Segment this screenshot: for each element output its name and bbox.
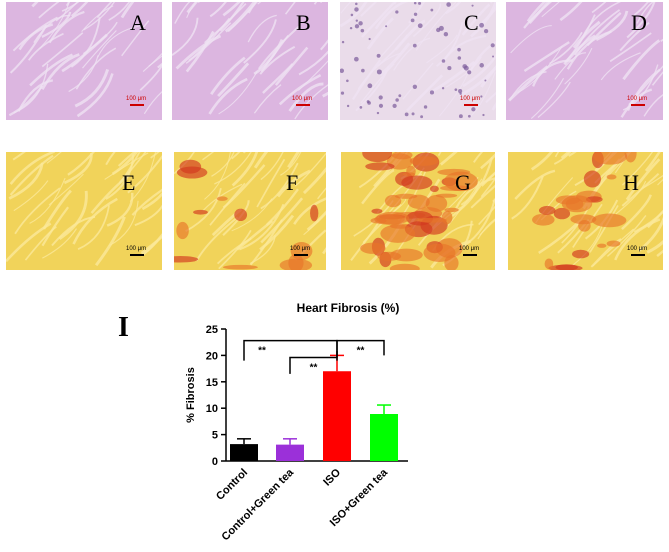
micrograph-panel-g bbox=[341, 152, 495, 270]
micrograph-panel-d bbox=[506, 2, 663, 120]
x-tick-label: ISO bbox=[321, 466, 343, 488]
scale-bar-label: 100 μm bbox=[627, 246, 648, 252]
scale-bar-label: 100 μm bbox=[459, 246, 480, 252]
significance-label: ** bbox=[258, 346, 266, 357]
y-tick-label: 25 bbox=[206, 324, 218, 336]
scale-bar-label: 100 μm bbox=[627, 96, 648, 102]
panel-label-c: C bbox=[464, 10, 479, 35]
panel-label-b: B bbox=[296, 10, 311, 35]
panel-label-h: H bbox=[623, 170, 639, 195]
bar-iso bbox=[323, 371, 351, 461]
micrograph-panel-e bbox=[6, 152, 162, 270]
scale-bar bbox=[296, 104, 310, 106]
scale-bar-label: 100 μm bbox=[460, 96, 481, 102]
scale-bar bbox=[631, 104, 645, 106]
panel-label-d: D bbox=[631, 10, 647, 35]
y-tick-label: 5 bbox=[212, 430, 218, 442]
significance-label: ** bbox=[310, 363, 318, 374]
micrograph-panel-c bbox=[340, 2, 496, 120]
y-tick-label: 15 bbox=[206, 377, 218, 389]
panel-label-a: A bbox=[130, 10, 146, 35]
scale-bar bbox=[130, 254, 144, 256]
y-tick-label: 20 bbox=[206, 350, 218, 362]
panel-label-g: G bbox=[455, 170, 471, 195]
bar-control bbox=[230, 444, 258, 461]
scale-bar-label: 100 μm bbox=[292, 96, 313, 102]
significance-bracket bbox=[336, 339, 385, 361]
micrograph-panel-a bbox=[6, 2, 162, 120]
y-tick-label: 10 bbox=[206, 403, 218, 415]
scale-bar bbox=[464, 104, 478, 106]
scale-bar-label: 100 μm bbox=[290, 246, 311, 252]
y-tick-label: 0 bbox=[212, 456, 218, 468]
y-axis-label: % Fibrosis bbox=[185, 367, 197, 423]
micrograph-panel-f bbox=[174, 152, 326, 270]
panel-label-e: E bbox=[122, 170, 136, 195]
fibrosis-bar-chart: Heart Fibrosis (%) 0 5 10 15 20 25 % Fibrosis Co… bbox=[185, 301, 408, 543]
bar-iso-green-tea bbox=[370, 414, 398, 461]
scale-bar bbox=[463, 254, 477, 256]
bar-control-green-tea bbox=[276, 444, 304, 461]
chart-title: Heart Fibrosis (%) bbox=[297, 301, 400, 315]
x-tick-label: Control bbox=[214, 467, 250, 503]
scale-bar bbox=[631, 254, 645, 256]
panel-label-I: I bbox=[118, 312, 129, 343]
scale-bar-label: 100 μm bbox=[126, 96, 147, 102]
scale-bar-label: 100 μm bbox=[126, 246, 147, 252]
micrograph-panel-h bbox=[508, 152, 663, 270]
scale-bar bbox=[294, 254, 308, 256]
significance-label: ** bbox=[357, 346, 365, 357]
scale-bar bbox=[130, 104, 144, 106]
panel-label-f: F bbox=[286, 170, 299, 195]
micrograph-panel-b bbox=[172, 2, 328, 120]
